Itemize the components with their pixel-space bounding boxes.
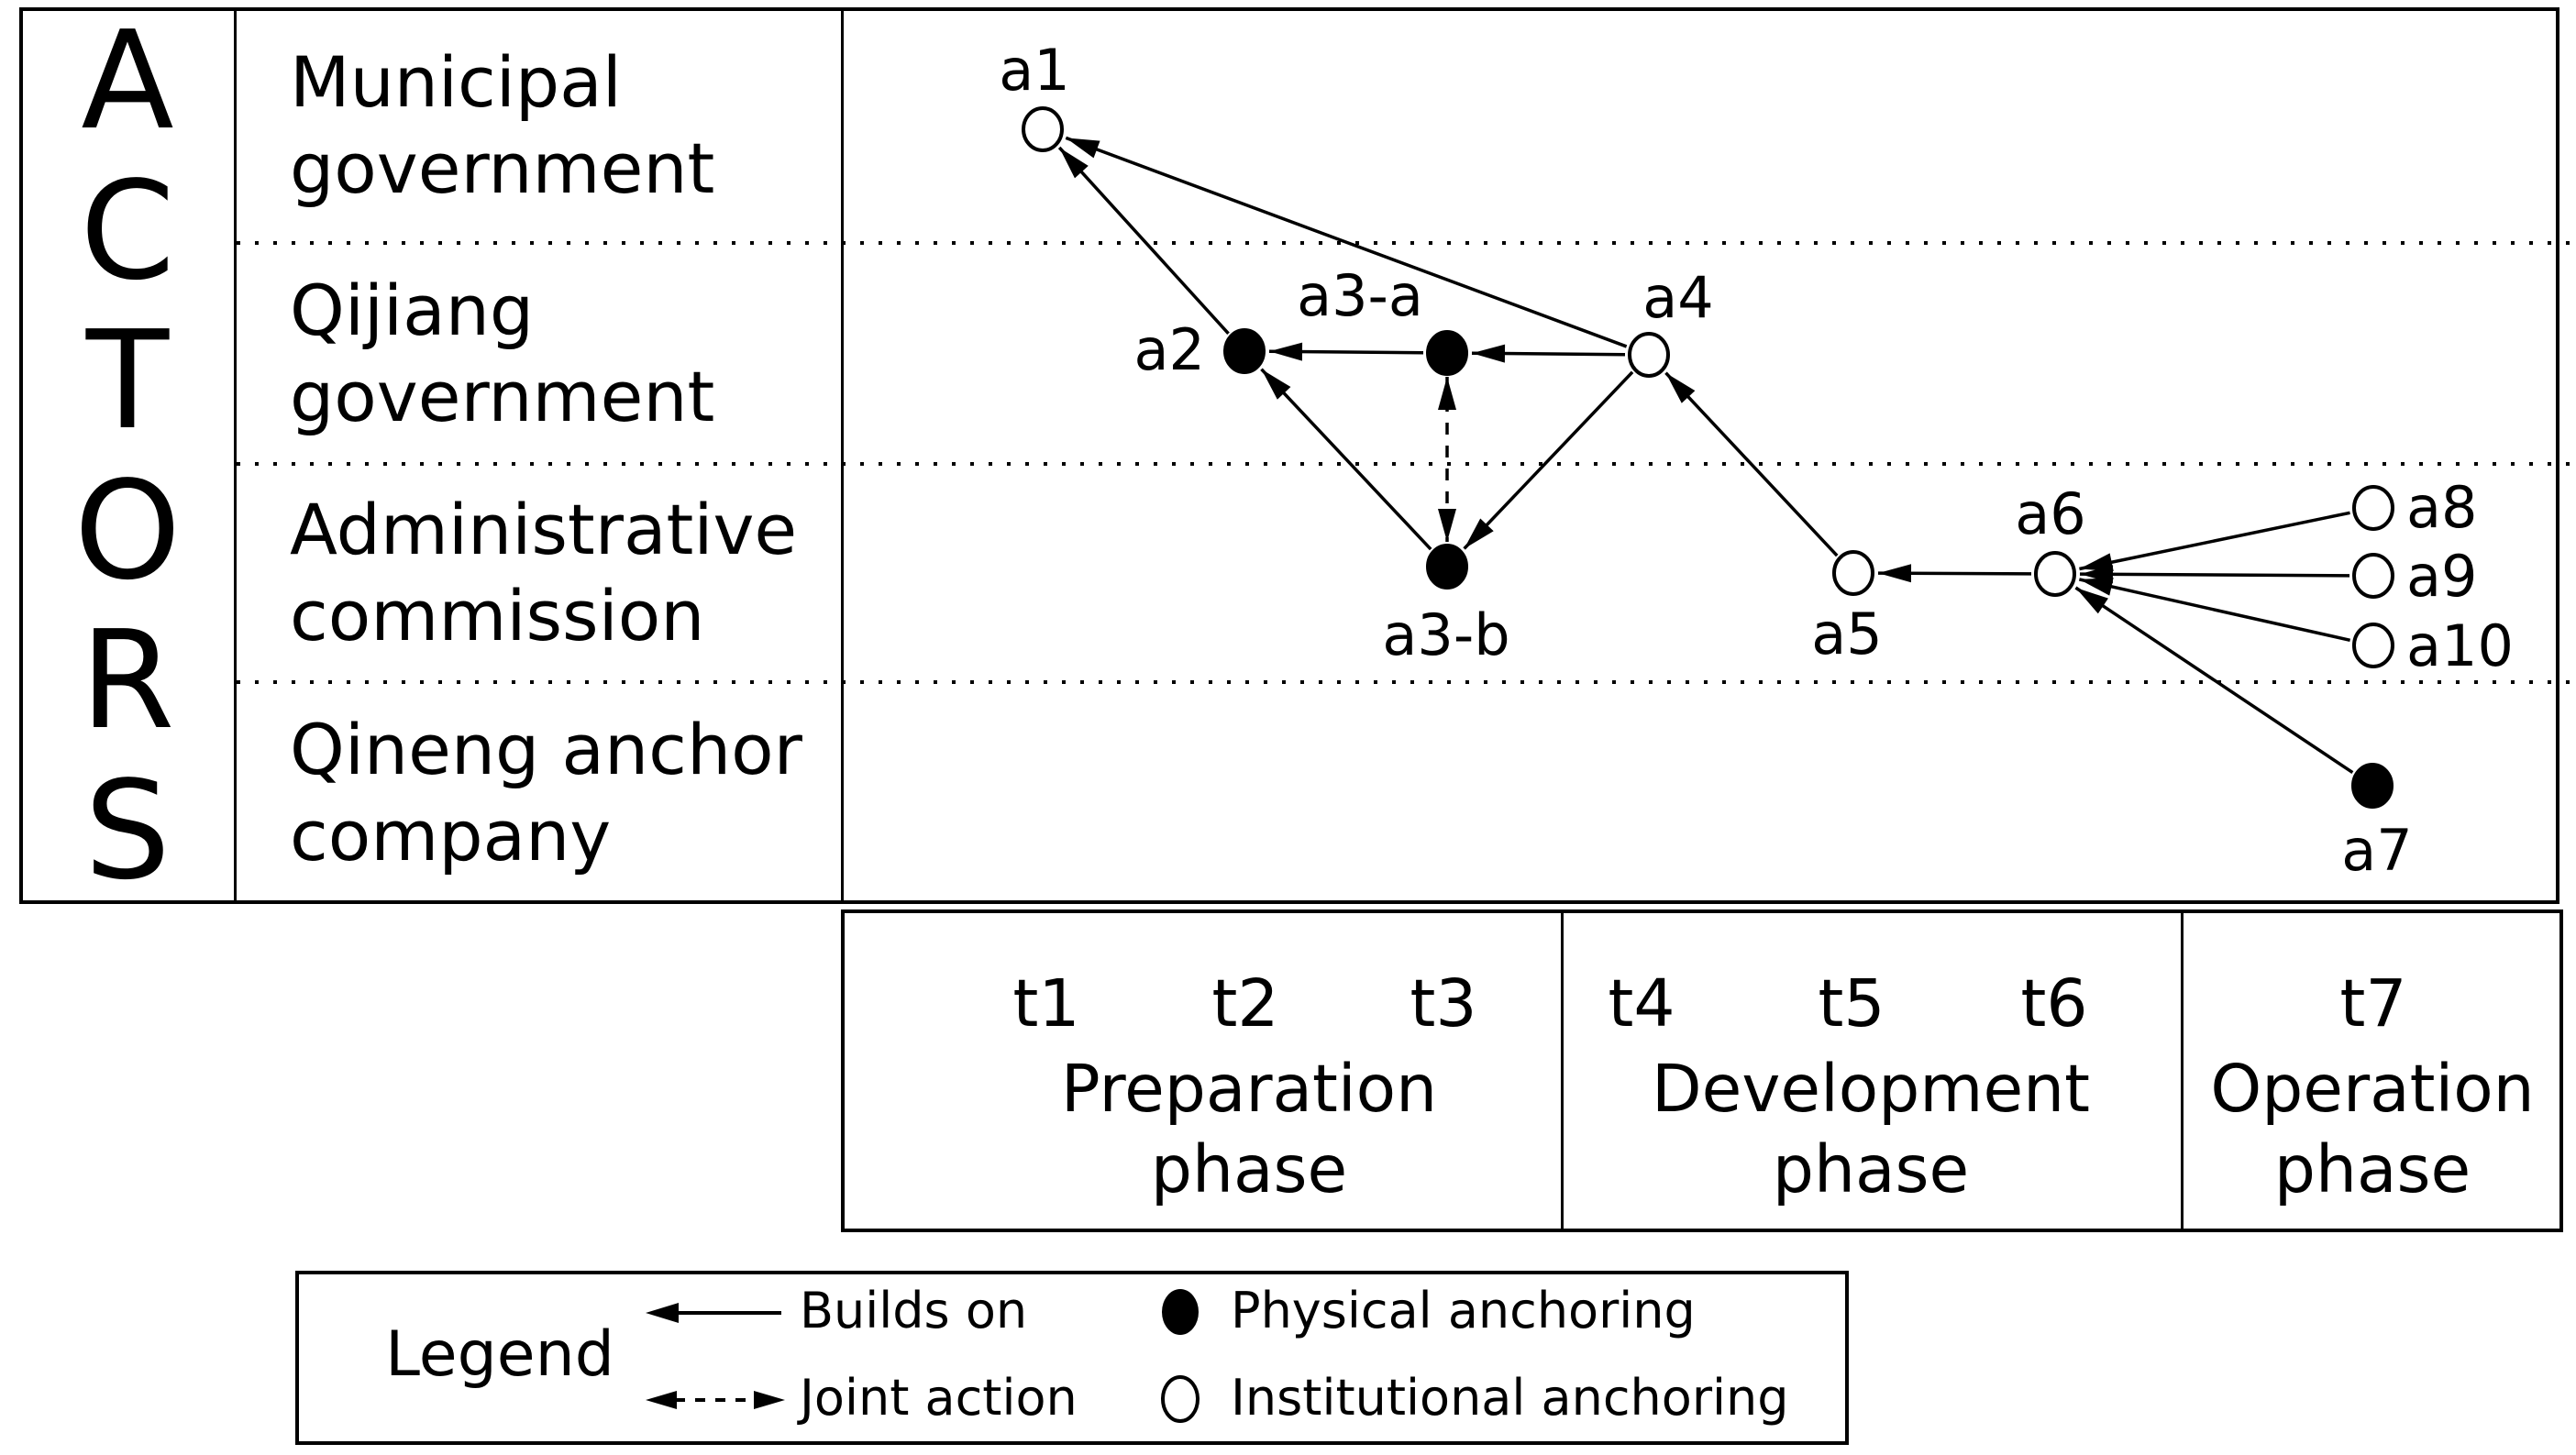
actors-header-letter: R [80,601,175,760]
actors-chart-frame [19,7,2559,904]
legend-label-physical-anchoring: Physical anchoring [1231,1282,1696,1339]
actor-row-label-line: Municipal [290,40,622,123]
actors-header-letter: O [73,451,182,610]
legend-label-institutional-anchoring: Institutional anchoring [1231,1369,1789,1427]
actor-row-label-line: company [290,795,612,876]
legend-panel [295,1271,1849,1445]
actors-header-letter: A [81,2,174,160]
actor-row-label-line: Qijiang [290,269,535,351]
actor-labels-chart-divider-line [841,7,844,904]
actor-row-label-line: government [290,355,715,437]
actors-header-letter: C [80,151,175,310]
builds-on-arrow-icon [646,1303,781,1323]
physical-anchoring-icon [1162,1289,1199,1335]
actor-row-municipal-government: Municipal government [237,7,840,243]
actors-header: A C T O R S [23,13,232,898]
actor-row-label-line: commission [290,575,705,656]
actor-row-label-line: Administrative [290,489,798,570]
institutional-anchoring-icon [1161,1375,1200,1423]
legend-label-builds-on: Builds on [800,1282,1028,1339]
actor-row-qijiang-government: Qijiang government [237,243,840,464]
actors-header-letter: T [85,302,170,460]
legend-label-joint-action: Joint action [800,1369,1078,1427]
actor-row-label-line: government [290,127,715,209]
legend-title: Legend [385,1318,614,1391]
actor-row-qineng-anchor-company: Qineng anchor company [237,682,840,904]
timeline-panel [841,909,2563,1232]
actors-letters-divider-line [234,7,237,904]
joint-action-arrow-icon [646,1391,785,1409]
actors-header-letter: S [84,751,171,909]
phase-divider-line [1561,909,1564,1232]
phase-divider-line [2181,909,2184,1232]
actor-row-label-line: Qineng anchor [290,709,802,790]
actor-row-administrative-commission: Administrative commission [237,464,840,682]
